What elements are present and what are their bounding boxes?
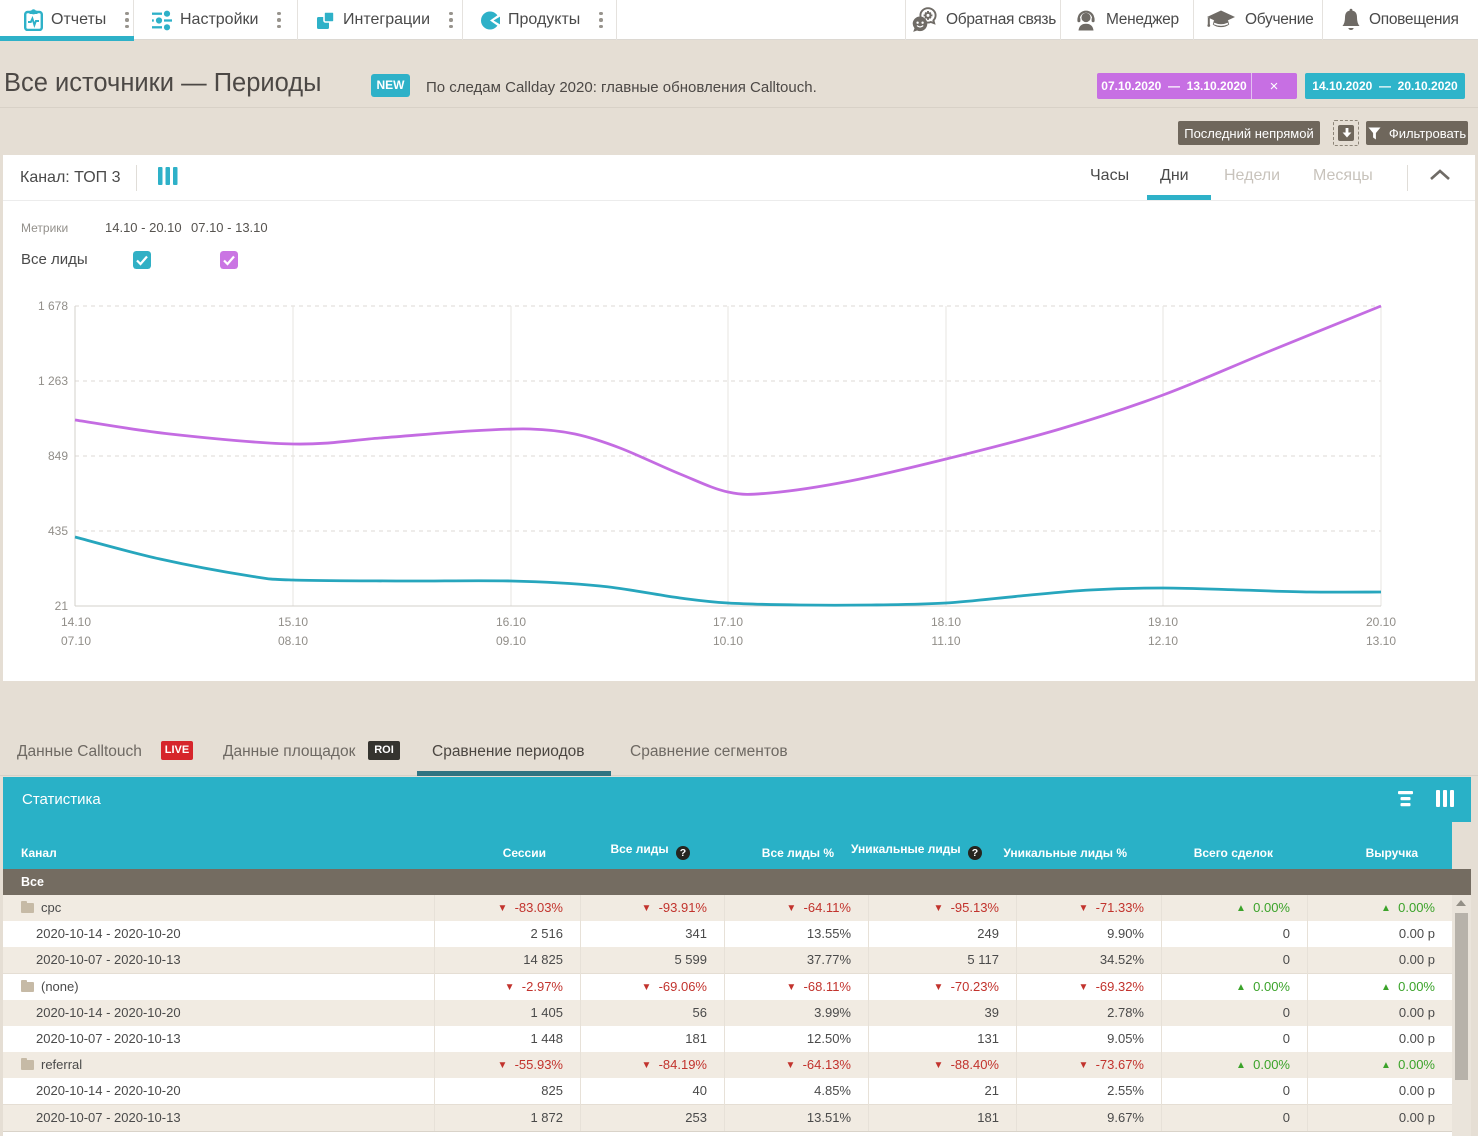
svg-text:16.10: 16.10 <box>496 615 526 629</box>
svg-text:21: 21 <box>55 599 69 613</box>
svg-text:10.10: 10.10 <box>713 634 743 648</box>
svg-text:19.10: 19.10 <box>1148 615 1178 629</box>
svg-text:12.10: 12.10 <box>1148 634 1178 648</box>
svg-text:17.10: 17.10 <box>713 615 743 629</box>
svg-text:07.10: 07.10 <box>61 634 91 648</box>
svg-text:18.10: 18.10 <box>931 615 961 629</box>
svg-text:435: 435 <box>48 524 68 538</box>
svg-text:15.10: 15.10 <box>278 615 308 629</box>
svg-text:849: 849 <box>48 449 68 463</box>
svg-text:1 678: 1 678 <box>38 299 68 313</box>
svg-text:09.10: 09.10 <box>496 634 526 648</box>
svg-text:1 263: 1 263 <box>38 374 68 388</box>
svg-text:11.10: 11.10 <box>931 634 960 648</box>
svg-text:08.10: 08.10 <box>278 634 308 648</box>
svg-text:14.10: 14.10 <box>61 615 91 629</box>
svg-text:20.10: 20.10 <box>1366 615 1396 629</box>
svg-text:13.10: 13.10 <box>1366 634 1396 648</box>
